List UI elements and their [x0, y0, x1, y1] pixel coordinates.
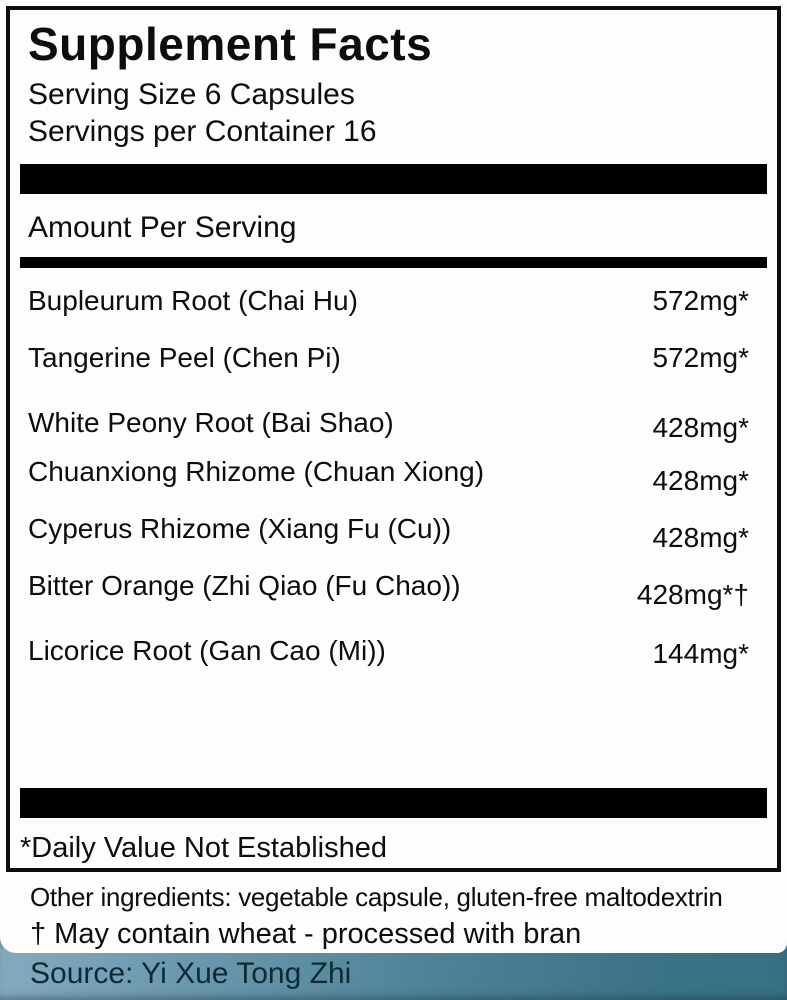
ingredient-row: Licorice Root (Gan Cao (Mi)) 144mg* — [20, 635, 767, 669]
ingredient-name: Bitter Orange (Zhi Qiao (Fu Chao)) — [28, 570, 461, 601]
supplement-facts-box: Supplement Facts Serving Size 6 Capsules… — [6, 6, 781, 872]
daily-value-note: *Daily Value Not Established — [20, 832, 387, 864]
ingredient-name: Licorice Root (Gan Cao (Mi)) — [28, 635, 386, 666]
ingredient-amount: 428mg* — [652, 412, 749, 443]
ingredient-name: Chuanxiong Rhizome (Chuan Xiong) — [28, 456, 485, 487]
servings-per-container: Servings per Container 16 — [28, 115, 377, 148]
ingredient-amount: 428mg* — [652, 465, 749, 496]
ingredient-row: Tangerine Peel (Chen Pi) 572mg* — [20, 343, 767, 373]
ingredient-amount: 572mg* — [652, 285, 749, 316]
ingredient-amount: 428mg* — [652, 522, 749, 553]
amount-per-serving-header: Amount Per Serving — [28, 211, 297, 244]
allergen-note: † May contain wheat - processed with bra… — [30, 918, 582, 950]
divider-thick-bottom — [20, 788, 767, 818]
ingredient-amount: 428mg*† — [636, 579, 749, 610]
source-text: Source: Yi Xue Tong Zhi — [30, 957, 352, 990]
serving-size: Serving Size 6 Capsules — [28, 78, 355, 111]
ingredient-row: Bupleurum Root (Chai Hu) 572mg* — [20, 286, 767, 316]
label-title: Supplement Facts — [28, 18, 433, 70]
ingredient-row: Chuanxiong Rhizome (Chuan Xiong) 428mg* — [20, 456, 767, 496]
divider-medium — [20, 257, 767, 268]
ingredient-name: Cyperus Rhizome (Xiang Fu (Cu)) — [28, 513, 452, 544]
ingredient-row: Bitter Orange (Zhi Qiao (Fu Chao)) 428mg… — [20, 570, 767, 610]
ingredient-name: Bupleurum Root (Chai Hu) — [28, 285, 358, 316]
ingredient-amount: 144mg* — [652, 638, 749, 669]
ingredient-row: Cyperus Rhizome (Xiang Fu (Cu)) 428mg* — [20, 513, 767, 553]
ingredient-amount: 572mg* — [652, 342, 749, 373]
ingredient-rows: Bupleurum Root (Chai Hu) 572mg* Tangerin… — [20, 286, 767, 669]
label-body: Supplement Facts Serving Size 6 Capsules… — [6, 6, 781, 950]
source-bar: Source: Yi Xue Tong Zhi — [0, 948, 787, 1000]
other-ingredients-note: Other ingredients: vegetable capsule, gl… — [30, 882, 723, 912]
divider-thick-top — [20, 164, 767, 194]
ingredient-row: White Peony Root (Bai Shao) 428mg* — [20, 407, 767, 443]
ingredient-name: White Peony Root (Bai Shao) — [28, 407, 394, 438]
ingredient-name: Tangerine Peel (Chen Pi) — [28, 342, 341, 373]
